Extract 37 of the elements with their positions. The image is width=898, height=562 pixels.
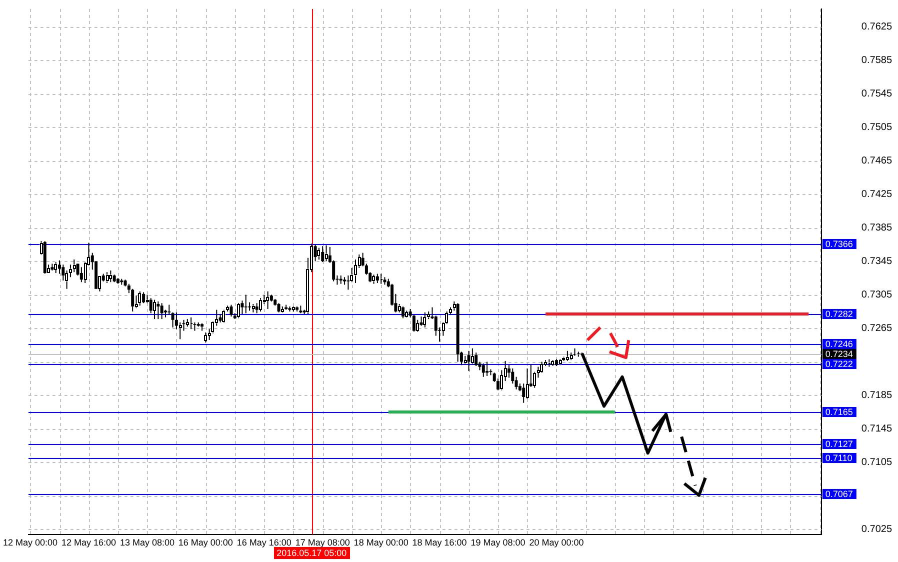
ref-line-label: 0.7234 bbox=[825, 348, 853, 359]
y-tick-label: 0.7465 bbox=[861, 155, 892, 166]
ref-line-label: 0.7127 bbox=[825, 438, 853, 449]
ref-line-label: 0.7165 bbox=[825, 406, 853, 417]
ref-line-label: 0.7222 bbox=[825, 358, 853, 369]
x-tick-label: 18 May 16:00 bbox=[412, 537, 467, 548]
candlestick bbox=[244, 294, 248, 314]
y-tick-label: 0.7505 bbox=[861, 122, 892, 133]
y-tick-label: 0.7545 bbox=[861, 88, 892, 100]
x-tick-label: 12 May 00:00 bbox=[2, 537, 58, 548]
x-tick-label: 16 May 16:00 bbox=[236, 537, 292, 548]
x-tick-label: 2016.05.17 05:00 bbox=[276, 548, 347, 558]
y-tick-label: 0.7185 bbox=[861, 390, 892, 402]
ref-line-label: 0.7282 bbox=[825, 308, 853, 319]
ref-line-label: 0.7366 bbox=[825, 238, 853, 249]
x-tick-label: 19 May 08:00 bbox=[470, 537, 526, 548]
y-tick-label: 0.7105 bbox=[861, 457, 892, 468]
x-tick-label: 12 May 16:00 bbox=[61, 537, 116, 548]
ref-line-label: 0.7067 bbox=[825, 488, 853, 499]
ref-line-label: 0.7110 bbox=[825, 452, 852, 463]
x-tick-label: 16 May 00:00 bbox=[178, 537, 233, 548]
ref-line-label: 0.7246 bbox=[825, 338, 853, 349]
y-tick-label: 0.7625 bbox=[861, 21, 892, 32]
candlestick bbox=[346, 275, 350, 290]
candlestick bbox=[168, 304, 171, 315]
x-tick-label: 17 May 08:00 bbox=[295, 537, 350, 548]
y-tick-label: 0.7385 bbox=[861, 222, 892, 234]
y-tick-label: 0.7145 bbox=[861, 424, 892, 435]
y-tick-label: 0.7425 bbox=[861, 188, 892, 200]
y-tick-label: 0.7305 bbox=[861, 289, 892, 300]
x-tick-label: 18 May 00:00 bbox=[354, 537, 408, 548]
x-tick-label: 13 May 08:00 bbox=[120, 537, 174, 548]
y-tick-label: 0.7345 bbox=[861, 256, 892, 267]
x-tick-label: 20 May 00:00 bbox=[529, 537, 584, 548]
y-tick-label: 0.7265 bbox=[861, 323, 892, 334]
y-tick-label: 0.7585 bbox=[861, 54, 892, 66]
y-tick-label: 0.7025 bbox=[861, 524, 892, 536]
